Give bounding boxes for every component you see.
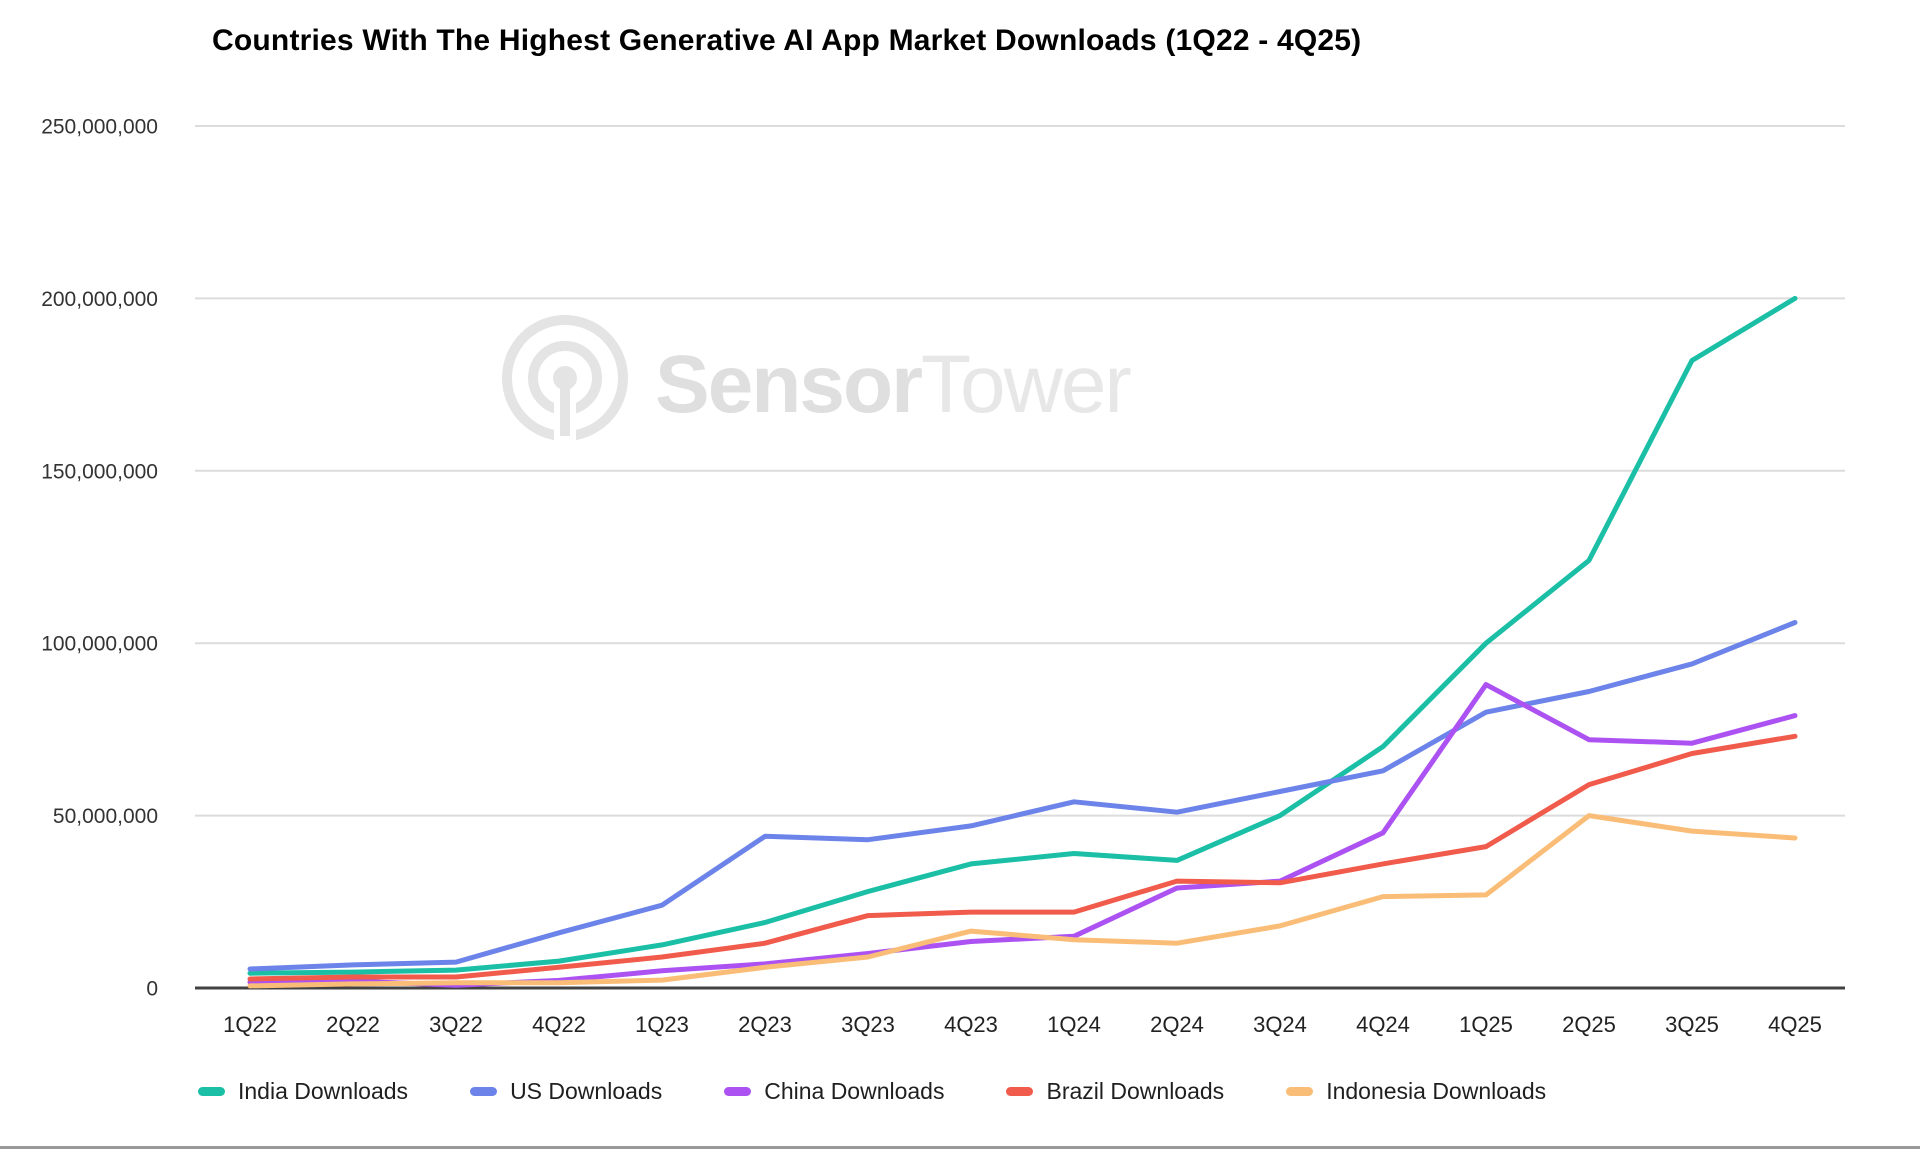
x-axis-tick-label: 3Q22 [429, 1012, 483, 1037]
legend-swatch-icon [470, 1087, 498, 1096]
legend-swatch-icon [198, 1087, 225, 1096]
y-axis-tick-label: 250,000,000 [41, 116, 158, 139]
y-axis-tick-label: 50,000,000 [53, 805, 158, 828]
series-line-brazil-downloads [247, 733, 1798, 982]
legend-swatch-icon [1006, 1087, 1034, 1096]
x-axis-tick-label: 3Q24 [1253, 1012, 1307, 1037]
series-line-india-downloads [247, 295, 1798, 976]
bottom-divider [0, 1146, 1920, 1149]
legend-label: Brazil Downloads [1046, 1078, 1225, 1104]
legend-label: China Downloads [764, 1078, 945, 1104]
legend-item-indonesia-downloads: Indonesia Downloads [1286, 1078, 1546, 1105]
x-axis-tick-label: 4Q25 [1768, 1012, 1822, 1037]
legend-item-brazil-downloads: Brazil Downloads [1006, 1078, 1224, 1105]
y-axis-tick-label: 100,000,000 [41, 633, 158, 656]
chart-legend: India Downloads US Downloads China Downloa… [198, 1078, 1546, 1105]
legend-swatch-icon [724, 1087, 752, 1096]
watermark-logo-stem [560, 378, 570, 436]
watermark-logo-dot-icon [553, 366, 577, 390]
legend-label: India Downloads [238, 1078, 409, 1104]
x-axis-tick-label: 1Q23 [635, 1012, 689, 1037]
y-axis-tick-label: 200,000,000 [41, 288, 158, 311]
x-axis-tick-label: 2Q22 [326, 1012, 380, 1037]
x-axis-tick-label: 4Q24 [1356, 1012, 1410, 1037]
series-line-indonesia-downloads [247, 813, 1798, 989]
legend-label: US Downloads [510, 1078, 663, 1104]
x-axis-tick-label: 2Q23 [738, 1012, 792, 1037]
x-axis-tick-label: 3Q23 [841, 1012, 895, 1037]
chart-title: Countries With The Highest Generative AI… [212, 24, 1362, 57]
x-axis-tick-label: 4Q22 [532, 1012, 586, 1037]
x-axis-tick-label: 3Q25 [1665, 1012, 1719, 1037]
watermark-text: SensorTower [655, 339, 1130, 430]
x-axis-tick-label: 2Q24 [1150, 1012, 1204, 1037]
x-axis-tick-label: 4Q23 [944, 1012, 998, 1037]
legend-swatch-icon [1286, 1087, 1314, 1096]
legend-item-us-downloads: US Downloads [470, 1078, 662, 1105]
y-axis-tick-label: 150,000,000 [41, 460, 158, 483]
x-axis-tick-label: 1Q25 [1459, 1012, 1513, 1037]
legend-label: Indonesia Downloads [1326, 1078, 1547, 1104]
sensor-tower-watermark: SensorTower [502, 315, 1132, 444]
x-axis-tick-label: 1Q24 [1047, 1012, 1101, 1037]
series-line-us-downloads [247, 620, 1798, 972]
y-axis-tick-label: 0 [146, 978, 158, 1001]
x-axis-tick-label: 1Q22 [223, 1012, 277, 1037]
x-axis-tick-label: 2Q25 [1562, 1012, 1616, 1037]
legend-item-china-downloads: China Downloads [724, 1078, 944, 1105]
legend-item-india-downloads: India Downloads [198, 1078, 408, 1105]
